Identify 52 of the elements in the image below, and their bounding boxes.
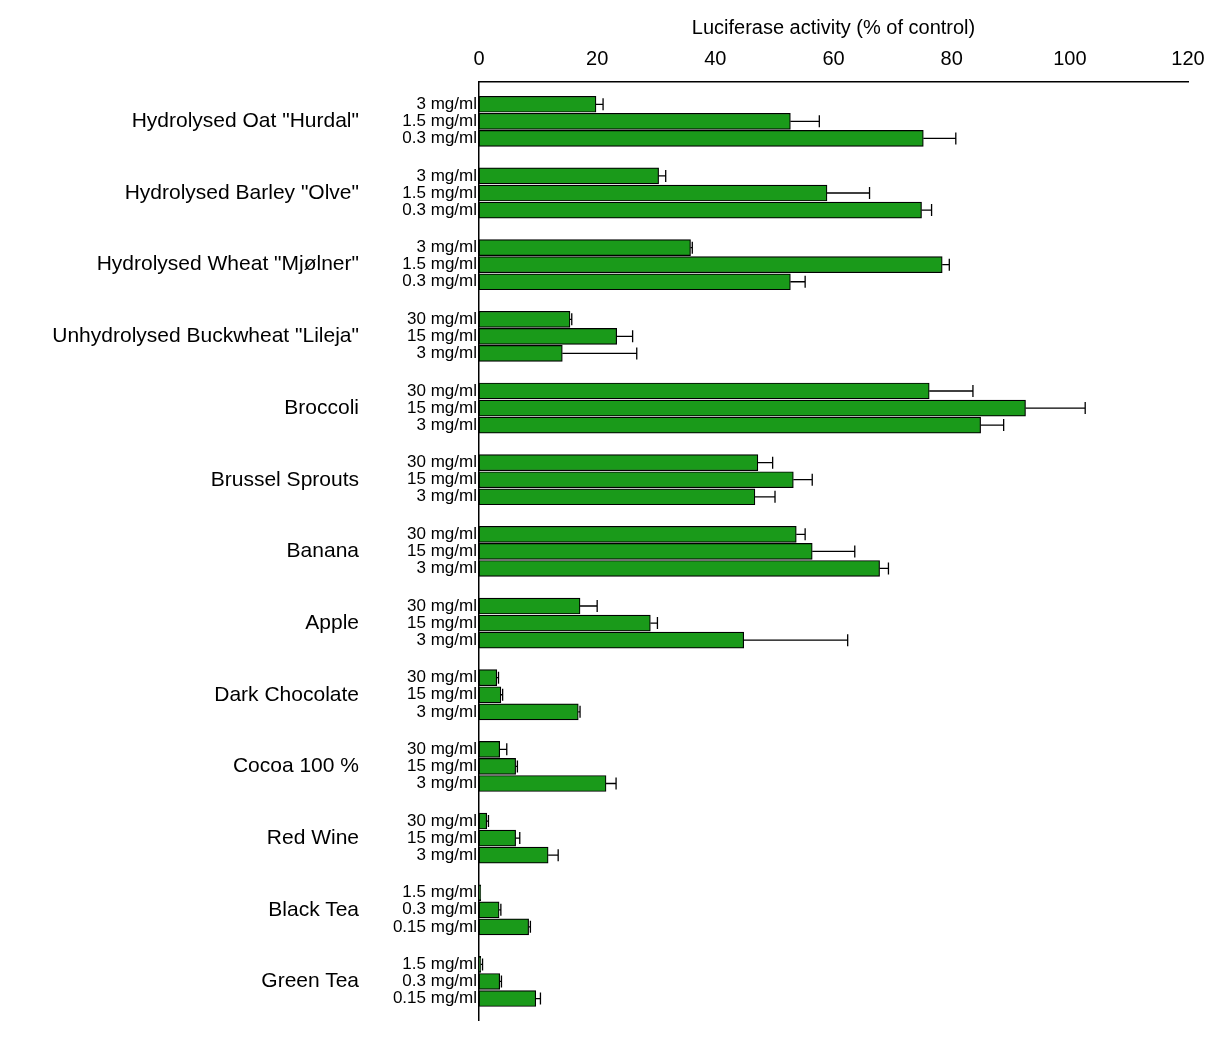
y-tick-label: 30 mg/ml — [407, 595, 477, 615]
y-tick-label: 0.3 mg/ml — [402, 899, 477, 919]
y-tick-label: 3 mg/ml — [416, 93, 477, 113]
y-tick-label: 0.15 mg/ml — [392, 916, 477, 936]
y-tick-label: 30 mg/ml — [407, 452, 477, 472]
y-tick-label: 3 mg/ml — [416, 558, 477, 578]
y-tick-label: 3 mg/ml — [416, 237, 477, 257]
text: Brussel Sprouts — [210, 466, 359, 490]
y-tick-label: 1.5 mg/ml — [402, 882, 477, 902]
y-tick-label: 0.3 mg/ml — [402, 271, 477, 291]
x-tick-label: 60 — [822, 46, 845, 69]
text: Cocoa 100 % — [232, 753, 359, 777]
y-tick-label: 15 mg/ml — [407, 541, 477, 561]
x-tick-label: 0 — [473, 46, 485, 69]
y-tick-label: 3 mg/ml — [416, 701, 477, 721]
text: Dark Chocolate — [214, 681, 359, 705]
text: Green Tea — [261, 968, 360, 992]
y-tick-label: 30 mg/ml — [407, 524, 477, 544]
y-tick-label: 15 mg/ml — [407, 326, 477, 346]
y-tick-label: 0.3 mg/ml — [402, 128, 477, 148]
y-tick-label: 1.5 mg/ml — [402, 254, 477, 274]
y-tick-label: 1.5 mg/ml — [402, 954, 477, 974]
y-tick-label: 3 mg/ml — [416, 165, 477, 185]
y-tick-label: 30 mg/ml — [407, 380, 477, 400]
y-tick-label: 30 mg/ml — [407, 308, 477, 328]
y-tick-label: 3 mg/ml — [416, 773, 477, 793]
x-tick-label: 80 — [940, 46, 963, 69]
text: Apple — [305, 609, 359, 633]
x-axis-title: Luciferase activity (% of control) — [691, 15, 976, 38]
text: Unhydrolysed Buckwheat "Lileja" — [52, 323, 359, 347]
y-tick-label: 1.5 mg/ml — [402, 111, 477, 131]
text: Hydrolysed Oat "Hurdal" — [131, 108, 359, 132]
y-tick-label: 15 mg/ml — [407, 469, 477, 489]
text: Banana — [286, 538, 360, 562]
text: Hydrolysed Wheat "Mjølner" — [96, 251, 359, 275]
text: Hydrolysed Barley "Olve" — [124, 179, 359, 203]
y-tick-label: 15 mg/ml — [407, 684, 477, 704]
x-tick-label: 120 — [1171, 46, 1205, 69]
x-tick-label: 100 — [1053, 46, 1087, 69]
y-tick-label: 15 mg/ml — [407, 756, 477, 776]
text: Broccoli — [284, 394, 359, 418]
y-tick-label: 30 mg/ml — [407, 739, 477, 759]
text: Red Wine — [266, 824, 359, 848]
y-tick-label: 0.3 mg/ml — [402, 971, 477, 991]
y-tick-label: 3 mg/ml — [416, 343, 477, 363]
y-tick-label: 30 mg/ml — [407, 810, 477, 830]
x-tick-label: 40 — [704, 46, 727, 69]
y-tick-label: 3 mg/ml — [416, 486, 477, 506]
text: Black Tea — [268, 896, 360, 920]
y-tick-label: 30 mg/ml — [407, 667, 477, 687]
x-tick-label: 20 — [586, 46, 609, 69]
y-tick-label: 0.15 mg/ml — [392, 988, 477, 1008]
